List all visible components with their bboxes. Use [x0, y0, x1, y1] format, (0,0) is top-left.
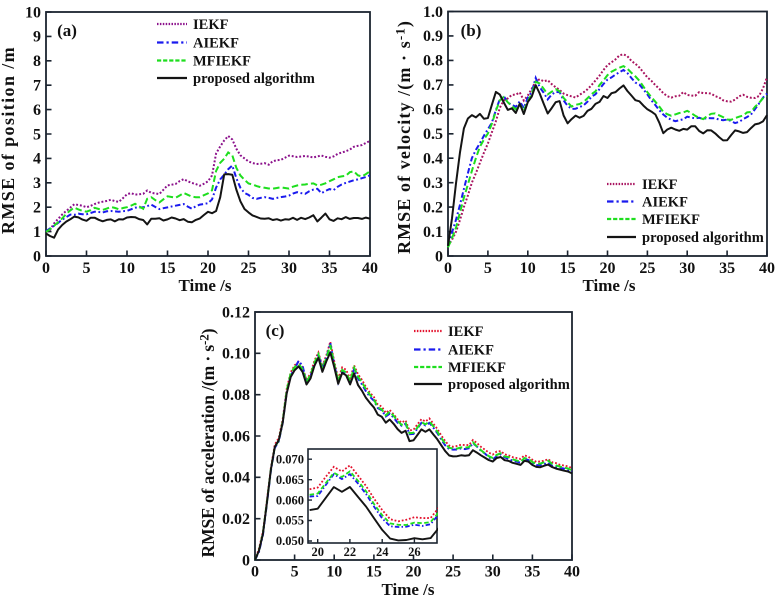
svg-text:5: 5: [33, 126, 41, 143]
svg-text:6: 6: [33, 102, 41, 119]
svg-text:0.12: 0.12: [222, 304, 250, 321]
svg-text:5: 5: [291, 564, 299, 581]
svg-text:8: 8: [33, 53, 41, 70]
svg-text:0.050: 0.050: [276, 534, 304, 548]
svg-text:30: 30: [485, 564, 501, 581]
svg-text:35: 35: [719, 260, 735, 277]
svg-text:IEKF: IEKF: [448, 324, 484, 340]
svg-text:24: 24: [376, 545, 389, 559]
svg-text:26: 26: [408, 545, 421, 559]
svg-text:0.3: 0.3: [423, 175, 443, 192]
svg-text:0.04: 0.04: [222, 470, 250, 487]
svg-text:AIEKF: AIEKF: [193, 36, 239, 52]
svg-text:30: 30: [281, 260, 297, 277]
svg-text:35: 35: [524, 564, 540, 581]
svg-text:10: 10: [119, 260, 135, 277]
svg-text:15: 15: [560, 260, 576, 277]
svg-text:20: 20: [406, 564, 422, 581]
svg-text:0.02: 0.02: [222, 511, 250, 528]
svg-text:25: 25: [241, 260, 257, 277]
svg-text:RMSE of position /m: RMSE of position /m: [0, 46, 18, 234]
svg-text:25: 25: [639, 260, 655, 277]
svg-text:Time /s: Time /s: [381, 580, 434, 598]
svg-text:(c): (c): [266, 321, 285, 340]
svg-text:20: 20: [200, 260, 216, 277]
svg-text:0.6: 0.6: [423, 102, 443, 119]
svg-text:proposed algorithm: proposed algorithm: [448, 377, 570, 393]
svg-text:0.10: 0.10: [222, 346, 250, 363]
svg-text:0.06: 0.06: [222, 428, 250, 445]
svg-text:20: 20: [311, 545, 324, 559]
svg-text:22: 22: [344, 545, 357, 559]
svg-text:IEKF: IEKF: [642, 177, 678, 193]
svg-text:0.8: 0.8: [423, 53, 443, 70]
svg-text:35: 35: [322, 260, 338, 277]
svg-text:30: 30: [679, 260, 695, 277]
svg-text:MFIEKF: MFIEKF: [448, 360, 506, 376]
svg-text:0.055: 0.055: [276, 514, 304, 528]
svg-text:25: 25: [445, 564, 461, 581]
svg-text:15: 15: [366, 564, 382, 581]
svg-text:15: 15: [160, 260, 176, 277]
svg-text:proposed algorithm: proposed algorithm: [642, 230, 764, 246]
svg-text:RMSE of acceleration /(m · s-2: RMSE of acceleration /(m · s-2): [197, 328, 219, 557]
svg-text:0: 0: [444, 260, 452, 277]
svg-text:AIEKF: AIEKF: [448, 343, 494, 359]
svg-text:IEKF: IEKF: [193, 17, 229, 33]
svg-text:Time /s: Time /s: [178, 276, 231, 295]
svg-text:0: 0: [242, 552, 250, 569]
svg-text:0: 0: [251, 564, 259, 581]
svg-text:10: 10: [326, 564, 342, 581]
svg-text:0.7: 0.7: [423, 77, 443, 94]
svg-text:0.060: 0.060: [276, 493, 304, 507]
svg-text:RMSE of velocity /(m · s-1): RMSE of velocity /(m · s-1): [393, 20, 416, 254]
svg-text:0.065: 0.065: [276, 473, 304, 487]
svg-text:0.08: 0.08: [222, 387, 250, 404]
svg-text:MFIEKF: MFIEKF: [193, 54, 251, 70]
svg-text:4: 4: [33, 151, 41, 168]
svg-text:3: 3: [33, 175, 41, 192]
svg-text:1: 1: [33, 224, 41, 241]
svg-text:(a): (a): [57, 21, 77, 40]
svg-text:0: 0: [42, 260, 50, 277]
svg-text:(b): (b): [461, 21, 482, 40]
svg-text:MFIEKF: MFIEKF: [642, 212, 700, 228]
svg-text:0.9: 0.9: [423, 28, 443, 45]
svg-text:Time /s: Time /s: [582, 276, 635, 295]
svg-text:1.0: 1.0: [423, 4, 443, 21]
svg-text:20: 20: [600, 260, 616, 277]
svg-text:0.070: 0.070: [276, 452, 304, 466]
svg-text:proposed algorithm: proposed algorithm: [193, 71, 315, 87]
svg-text:5: 5: [83, 260, 91, 277]
svg-text:0.4: 0.4: [423, 151, 443, 168]
svg-text:40: 40: [362, 260, 378, 277]
svg-text:10: 10: [25, 4, 41, 21]
svg-text:40: 40: [759, 260, 775, 277]
svg-text:7: 7: [33, 78, 41, 95]
svg-text:5: 5: [484, 260, 492, 277]
svg-text:0.5: 0.5: [423, 126, 443, 143]
svg-text:0: 0: [33, 248, 41, 265]
svg-text:9: 9: [33, 29, 41, 46]
svg-text:0.2: 0.2: [423, 199, 443, 216]
svg-text:40: 40: [564, 564, 580, 581]
svg-text:2: 2: [33, 200, 41, 217]
svg-text:0: 0: [435, 248, 443, 265]
svg-text:0.1: 0.1: [423, 224, 443, 241]
svg-text:10: 10: [520, 260, 536, 277]
svg-text:AIEKF: AIEKF: [642, 195, 688, 211]
